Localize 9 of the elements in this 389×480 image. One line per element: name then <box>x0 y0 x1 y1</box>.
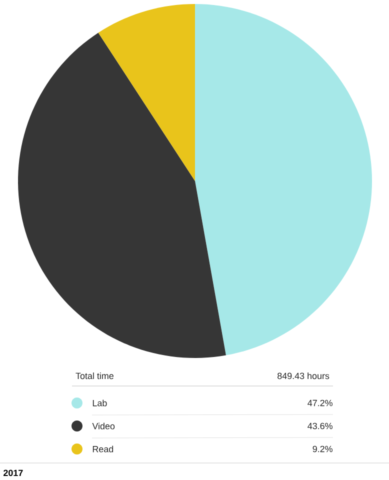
legend-label: Video <box>92 422 115 430</box>
text: Total time <box>76 372 114 380</box>
legend-label: Read <box>92 446 114 452</box>
text: 2017 <box>4 470 23 476</box>
text: 849.43 hours <box>278 372 330 380</box>
data-label: 47.2% <box>308 400 332 406</box>
data-label: 9.2% <box>312 446 332 452</box>
legend-label: Lab <box>92 400 107 406</box>
data-label: 43.6% <box>308 422 332 430</box>
